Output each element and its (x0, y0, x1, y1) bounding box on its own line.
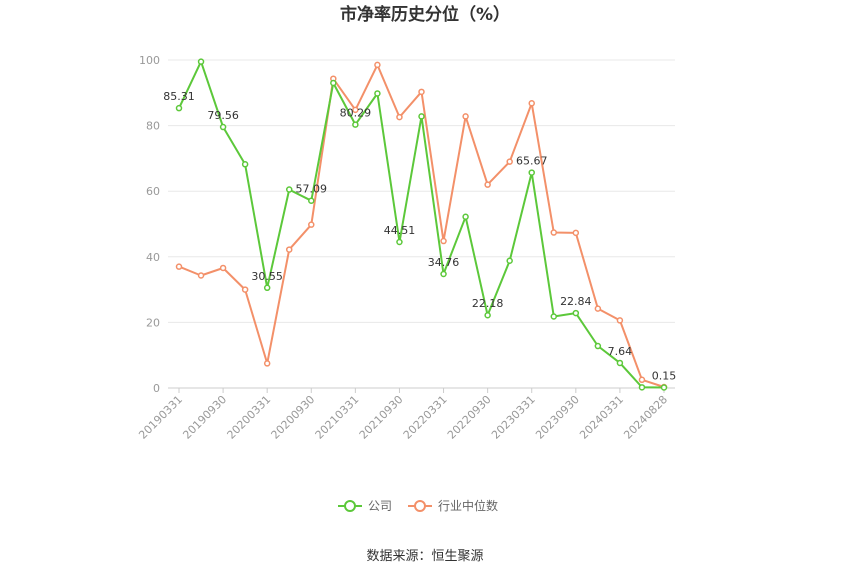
x-tick-label: 20190331 (136, 393, 185, 442)
data-point[interactable] (197, 58, 205, 65)
source-note: 数据来源：恒生聚源 (366, 549, 483, 564)
x-tick-label: 20240331 (577, 393, 626, 442)
data-point[interactable] (660, 384, 668, 391)
y-tick-label: 0 (153, 382, 160, 395)
data-point[interactable] (285, 186, 293, 193)
y-tick-label: 100 (139, 54, 160, 67)
data-point[interactable] (418, 113, 425, 120)
y-tick-label: 40 (146, 251, 160, 264)
data-point[interactable] (594, 342, 602, 350)
x-tick-label: 20200331 (225, 393, 274, 442)
data-point[interactable] (219, 264, 227, 272)
data-point[interactable] (572, 229, 580, 237)
data-label: 44.51 (384, 224, 416, 237)
data-point[interactable] (241, 286, 249, 293)
data-point[interactable] (550, 229, 558, 236)
legend[interactable]: 公司 行业中位数 (338, 498, 498, 513)
data-label: 80.29 (340, 107, 372, 120)
x-tick-label: 20210930 (357, 393, 406, 442)
data-label: 22.84 (560, 295, 592, 308)
data-point[interactable] (285, 246, 293, 253)
data-point[interactable] (175, 104, 183, 112)
x-tick-label: 20230930 (533, 393, 582, 442)
data-point[interactable] (506, 257, 513, 264)
x-axis: 2019033120190930202003312020093020210331… (136, 388, 670, 442)
data-point[interactable] (418, 88, 425, 96)
data-point[interactable] (616, 359, 624, 367)
data-point[interactable] (352, 106, 359, 114)
data-point[interactable] (263, 284, 271, 292)
data-label: 57.09 (296, 183, 328, 196)
series-line (178, 60, 665, 389)
legend-label: 行业中位数 (438, 498, 498, 513)
data-label: 65.67 (516, 155, 548, 168)
data-point[interactable] (308, 197, 315, 204)
y-tick-label: 20 (146, 316, 160, 329)
data-point[interactable] (484, 311, 491, 319)
y-tick-label: 60 (146, 185, 160, 198)
series-lines (178, 60, 665, 389)
y-axis: 0 20 40 60 80 100 (139, 54, 160, 395)
data-point[interactable] (175, 263, 183, 270)
y-tick-label: 80 (146, 120, 160, 133)
data-point[interactable] (594, 305, 602, 312)
data-label: 0.15 (652, 370, 677, 383)
data-point[interactable] (484, 181, 491, 188)
data-point[interactable] (550, 313, 558, 320)
data-point[interactable] (263, 360, 271, 367)
data-label: 7.64 (608, 345, 633, 358)
legend-item[interactable]: 公司 (338, 499, 392, 513)
series-points (175, 58, 668, 391)
legend-marker (414, 500, 426, 512)
data-point[interactable] (440, 270, 447, 278)
data-point[interactable] (330, 79, 337, 87)
x-tick-label: 20220331 (401, 393, 450, 442)
chart-title: 市净率历史分位（%） (340, 4, 510, 25)
data-point[interactable] (638, 384, 646, 391)
data-point[interactable] (308, 221, 315, 228)
data-point[interactable] (528, 100, 535, 107)
data-label: 85.31 (163, 90, 195, 103)
data-label: 22.18 (472, 297, 504, 310)
data-point[interactable] (638, 376, 646, 384)
data-point[interactable] (462, 113, 469, 120)
data-point[interactable] (462, 213, 469, 221)
data-point[interactable] (506, 158, 513, 165)
legend-label: 公司 (368, 499, 392, 513)
data-point[interactable] (572, 309, 580, 317)
x-tick-label: 20190930 (180, 393, 229, 442)
x-tick-label: 20210331 (313, 393, 362, 442)
data-point[interactable] (197, 272, 205, 279)
data-point[interactable] (616, 317, 624, 324)
x-tick-label: 20220930 (445, 393, 494, 442)
data-point[interactable] (396, 113, 403, 121)
data-label: 34.76 (428, 256, 460, 269)
x-tick-label: 20240828 (621, 393, 670, 442)
legend-item[interactable]: 行业中位数 (408, 498, 498, 513)
data-point[interactable] (396, 238, 403, 246)
data-point[interactable] (241, 161, 249, 168)
data-point[interactable] (219, 123, 227, 131)
data-point[interactable] (352, 121, 359, 128)
data-labels: 85.31 79.56 30.55 57.09 80.29 44.51 34.76 22.18… (163, 90, 676, 382)
legend-marker (344, 500, 356, 512)
data-point[interactable] (528, 169, 535, 176)
grid (168, 59, 675, 389)
data-label: 79.56 (207, 109, 239, 122)
x-tick-label: 20230331 (489, 393, 538, 442)
x-tick-label: 20200930 (269, 393, 318, 442)
data-point[interactable] (374, 61, 381, 69)
data-label: 30.55 (251, 270, 283, 283)
data-point[interactable] (440, 237, 447, 245)
data-point[interactable] (374, 90, 381, 97)
